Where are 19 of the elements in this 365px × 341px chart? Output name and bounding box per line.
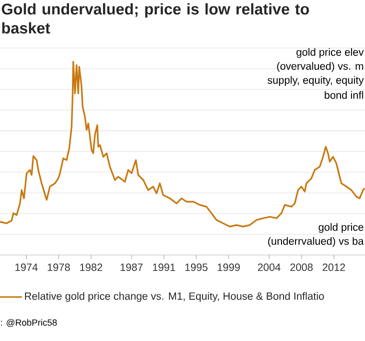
annotation: supply, equity, equity [268,76,364,86]
x-tick-label: 1995 [185,264,208,271]
x-tick-label: 2012 [322,264,345,271]
x-tick-label: 1987 [120,264,143,271]
x-tick-label: 2008 [290,264,313,271]
chart-title: Gold undervalued; price is low relative to basket [2,3,309,34]
x-tick-label: 2004 [258,264,280,271]
annotation: bond infl [324,91,364,99]
x-tick-label: 1974 [15,264,38,271]
annotation: (underrvalued) vs ba [268,237,364,247]
text: : @RobPric58 [1,319,57,327]
x-tick-label: 1999 [218,264,240,271]
x-tick-label: 1991 [153,264,176,271]
legend-label: Relative gold price change vs. M1, Equity, House & Bond Inflatio [25,292,324,302]
x-tick-label: 1978 [48,264,70,271]
text: gold price elev [296,48,364,58]
x-tick-label: 1982 [80,264,102,271]
annotation: (overvalued) vs. m [277,62,364,72]
annotation: gold price [318,223,364,233]
